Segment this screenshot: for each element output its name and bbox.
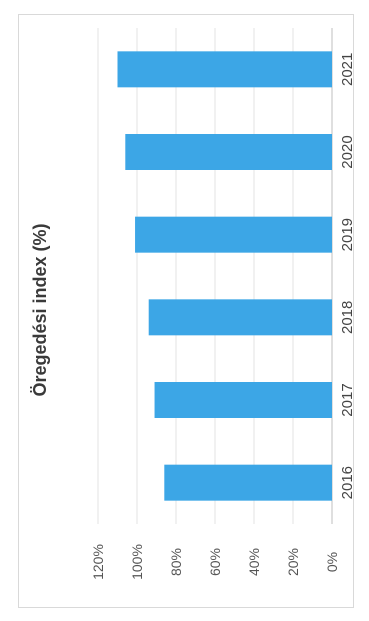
category-label-2016: 2016 bbox=[339, 466, 356, 499]
y-tick-label: 0% bbox=[324, 552, 340, 572]
category-label-2020: 2020 bbox=[339, 135, 356, 168]
y-tick-label: 120% bbox=[90, 544, 106, 580]
value-axis-ticks: 0% 20% 40% 60% 80% 100% 120% bbox=[90, 544, 340, 580]
bar-2018 bbox=[148, 299, 332, 336]
category-label-2021: 2021 bbox=[339, 53, 356, 86]
y-tick-label: 40% bbox=[246, 548, 262, 576]
category-axis-labels: 2016 2017 2018 2019 2020 2021 bbox=[339, 53, 356, 500]
gridlines bbox=[97, 28, 333, 524]
bar-2017 bbox=[154, 382, 332, 418]
category-label-2019: 2019 bbox=[339, 218, 356, 251]
y-tick-label: 60% bbox=[207, 548, 223, 576]
bar-2020 bbox=[125, 134, 332, 170]
bar-2021 bbox=[117, 51, 332, 88]
category-label-2018: 2018 bbox=[339, 301, 356, 334]
y-tick-label: 100% bbox=[129, 544, 145, 580]
bar-2019 bbox=[135, 216, 332, 253]
y-tick-label: 80% bbox=[168, 548, 184, 576]
bar-2016 bbox=[164, 464, 332, 501]
bars bbox=[117, 51, 332, 501]
category-label-2017: 2017 bbox=[339, 383, 356, 416]
y-tick-label: 20% bbox=[285, 548, 301, 576]
chart-title: Öregedési index (%) bbox=[30, 223, 50, 396]
